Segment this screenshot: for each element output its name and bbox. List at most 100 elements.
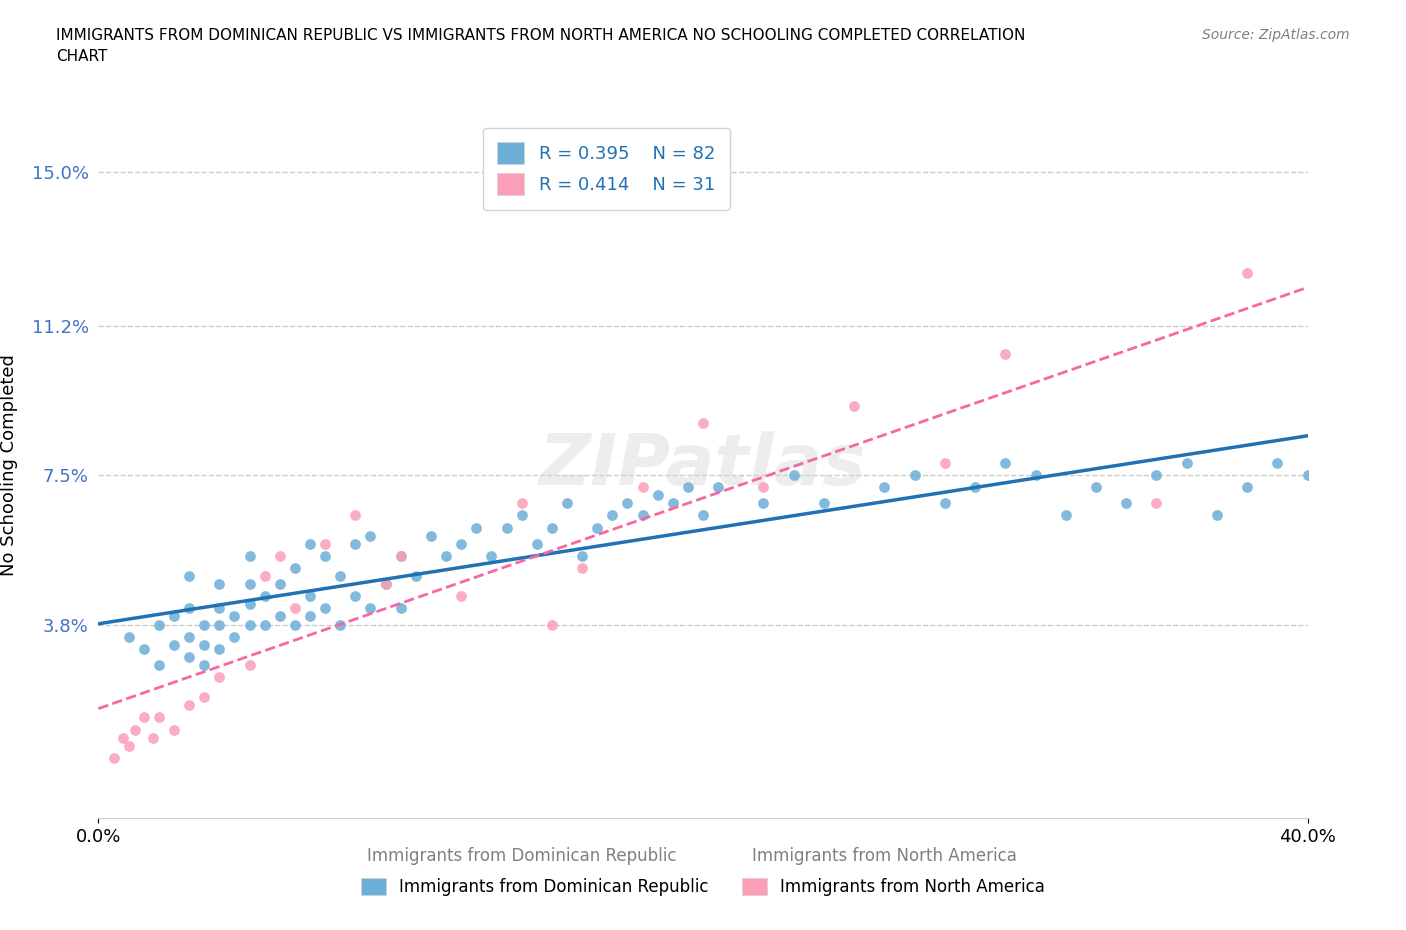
Point bbox=[208, 642, 231, 657]
Point bbox=[284, 618, 307, 632]
Point bbox=[344, 508, 367, 523]
Point bbox=[752, 480, 775, 495]
Point bbox=[239, 577, 262, 591]
Point bbox=[389, 549, 412, 564]
Point bbox=[389, 549, 412, 564]
Point bbox=[299, 589, 322, 604]
Point bbox=[526, 537, 548, 551]
Point bbox=[142, 730, 165, 745]
Point bbox=[179, 630, 201, 644]
Text: ZIPatlas: ZIPatlas bbox=[540, 431, 866, 499]
Point bbox=[208, 577, 231, 591]
Point bbox=[616, 496, 638, 511]
Point bbox=[148, 710, 170, 724]
Point bbox=[783, 468, 806, 483]
Point bbox=[647, 488, 669, 503]
Point bbox=[253, 618, 276, 632]
Point bbox=[571, 549, 593, 564]
Point bbox=[1144, 468, 1167, 483]
Point bbox=[450, 589, 472, 604]
Point bbox=[465, 520, 488, 535]
Point bbox=[510, 508, 533, 523]
Point bbox=[239, 658, 262, 672]
Point bbox=[179, 601, 201, 616]
Point bbox=[314, 601, 336, 616]
Point bbox=[269, 609, 291, 624]
Point bbox=[873, 480, 896, 495]
Point bbox=[676, 480, 699, 495]
Point bbox=[111, 730, 134, 745]
Point bbox=[374, 577, 396, 591]
Point bbox=[1236, 480, 1258, 495]
Point bbox=[994, 347, 1017, 362]
Point bbox=[344, 537, 367, 551]
Point bbox=[481, 549, 503, 564]
Point bbox=[224, 630, 246, 644]
Point bbox=[692, 415, 714, 430]
Point bbox=[631, 508, 654, 523]
Point bbox=[374, 577, 396, 591]
Point bbox=[193, 690, 215, 705]
Point bbox=[124, 722, 146, 737]
Point bbox=[965, 480, 987, 495]
Point bbox=[450, 537, 472, 551]
Point bbox=[510, 496, 533, 511]
Point bbox=[360, 601, 382, 616]
Point bbox=[1144, 496, 1167, 511]
Point bbox=[389, 601, 412, 616]
Y-axis label: No Schooling Completed: No Schooling Completed bbox=[0, 354, 18, 576]
Point bbox=[707, 480, 730, 495]
Text: IMMIGRANTS FROM DOMINICAN REPUBLIC VS IMMIGRANTS FROM NORTH AMERICA NO SCHOOLING: IMMIGRANTS FROM DOMINICAN REPUBLIC VS IM… bbox=[56, 28, 1025, 64]
Point bbox=[239, 618, 262, 632]
Point bbox=[586, 520, 609, 535]
Point bbox=[163, 609, 186, 624]
Point bbox=[434, 549, 457, 564]
Point bbox=[193, 618, 215, 632]
Point bbox=[253, 589, 276, 604]
Point bbox=[1085, 480, 1108, 495]
Point bbox=[193, 658, 215, 672]
Point bbox=[934, 496, 956, 511]
Point bbox=[344, 589, 367, 604]
Point bbox=[299, 609, 322, 624]
Point bbox=[1175, 456, 1198, 471]
Point bbox=[103, 751, 125, 765]
Point bbox=[284, 601, 307, 616]
Point bbox=[269, 549, 291, 564]
Point bbox=[1236, 266, 1258, 281]
Point bbox=[844, 399, 866, 414]
Point bbox=[208, 601, 231, 616]
Point bbox=[904, 468, 927, 483]
Point bbox=[118, 630, 141, 644]
Point bbox=[1206, 508, 1229, 523]
Point bbox=[1115, 496, 1137, 511]
Point bbox=[132, 710, 155, 724]
Point bbox=[1296, 468, 1319, 483]
Point bbox=[314, 537, 336, 551]
Point bbox=[179, 698, 201, 712]
Point bbox=[253, 568, 276, 583]
Point bbox=[179, 649, 201, 664]
Point bbox=[1024, 468, 1046, 483]
Point bbox=[420, 528, 443, 543]
Point bbox=[405, 568, 427, 583]
Point bbox=[239, 597, 262, 612]
Point bbox=[813, 496, 835, 511]
Point bbox=[1054, 508, 1077, 523]
Point bbox=[540, 618, 562, 632]
Legend: R = 0.395    N = 82, R = 0.414    N = 31: R = 0.395 N = 82, R = 0.414 N = 31 bbox=[482, 127, 730, 209]
Point bbox=[934, 456, 956, 471]
Point bbox=[571, 561, 593, 576]
Text: Immigrants from North America: Immigrants from North America bbox=[752, 847, 1017, 865]
Text: Immigrants from Dominican Republic: Immigrants from Dominican Republic bbox=[367, 847, 676, 865]
Point bbox=[360, 528, 382, 543]
Point bbox=[1267, 456, 1289, 471]
Point bbox=[661, 496, 683, 511]
Point bbox=[269, 577, 291, 591]
Point bbox=[752, 496, 775, 511]
Point bbox=[994, 456, 1017, 471]
Point bbox=[208, 670, 231, 684]
Point bbox=[132, 642, 155, 657]
Point bbox=[284, 561, 307, 576]
Point bbox=[179, 568, 201, 583]
